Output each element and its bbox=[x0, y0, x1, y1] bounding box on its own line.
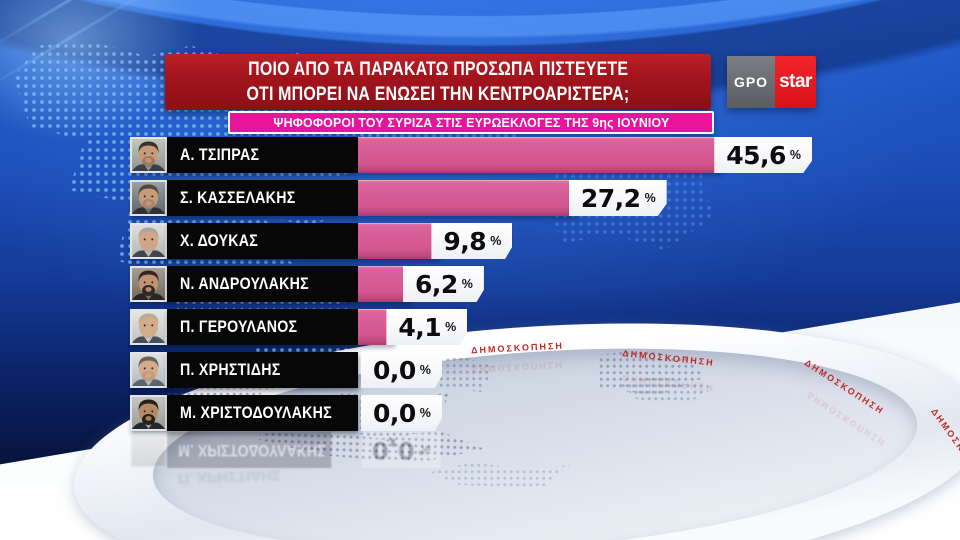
candidate-name-box: Σ. ΚΑΣΣΕΛΑΚΗΣ bbox=[167, 180, 358, 216]
poll-results-chart: Α. ΤΣΙΠΡΑΣ 45,6% Σ. ΚΑΣΣΕΛΑΚΗΣ 27,2% bbox=[130, 137, 950, 438]
result-value: 0,0 bbox=[373, 398, 416, 428]
result-value: 45,6 bbox=[726, 140, 786, 170]
percent-sign: % bbox=[419, 406, 431, 420]
candidate-name: Ν. ΑΝΔΡΟΥΛΑΚΗΣ bbox=[180, 274, 309, 293]
result-bar bbox=[358, 223, 440, 259]
result-value: 0,0 bbox=[373, 355, 416, 385]
result-bar bbox=[358, 137, 723, 173]
reflected-photo bbox=[130, 434, 167, 468]
candidate-name-box: Χ. ΔΟΥΚΑΣ bbox=[167, 223, 358, 259]
result-value-box: 9,8% bbox=[431, 223, 513, 259]
result-value: 9,8 bbox=[443, 226, 487, 256]
candidate-face-icon bbox=[132, 356, 165, 386]
candidate-face-icon bbox=[132, 399, 165, 429]
result-bar bbox=[358, 266, 411, 302]
candidate-photo bbox=[130, 266, 167, 302]
candidate-name-box: Π. ΓΕΡΟΥΛΑΝΟΣ bbox=[167, 309, 358, 345]
poll-row: Σ. ΚΑΣΣΕΛΑΚΗΣ 27,2% bbox=[130, 180, 950, 216]
result-value-box: 45,6% bbox=[714, 137, 813, 173]
candidate-photo bbox=[130, 309, 167, 345]
percent-sign: % bbox=[644, 191, 656, 205]
channel-logos: GPO star bbox=[727, 56, 816, 108]
candidate-face-icon bbox=[132, 270, 165, 300]
result-bar bbox=[358, 180, 577, 216]
candidate-name: Α. ΤΣΙΠΡΑΣ bbox=[180, 145, 260, 164]
poll-row: Χ. ΔΟΥΚΑΣ 9,8% bbox=[130, 223, 950, 259]
candidate-name: Σ. ΚΑΣΣΕΛΑΚΗΣ bbox=[180, 188, 296, 207]
percent-sign: % bbox=[789, 148, 802, 162]
subtitle-banner: ΨΗΦΟΦΟΡΟΙ ΤΟΥ ΣΥΡΙΖΑ ΣΤΙΣ ΕΥΡΩΕΚΛΟΓΕΣ ΤΗ… bbox=[228, 111, 714, 134]
poll-row: Π. ΧΡΗΣΤΙΔΗΣ 0,0% bbox=[130, 352, 950, 388]
result-value: 4,1 bbox=[398, 312, 442, 342]
percent-sign: % bbox=[445, 320, 457, 334]
candidate-face-icon bbox=[132, 141, 165, 171]
result-value-box: 27,2% bbox=[568, 180, 667, 216]
result-value-box: 6,2% bbox=[402, 266, 484, 302]
candidate-face-icon bbox=[132, 184, 165, 214]
candidate-name: Π. ΧΡΗΣΤΙΔΗΣ bbox=[180, 360, 281, 379]
candidate-name: Π. ΓΕΡΟΥΛΑΝΟΣ bbox=[180, 317, 298, 336]
candidate-face-icon bbox=[132, 227, 165, 257]
question-line-2: ΟΤΙ ΜΠΟΡΕΙ ΝΑ ΕΝΩΣΕΙ ΤΗΝ ΚΕΝΤΡΟΑΡΙΣΤΕΡΑ; bbox=[246, 84, 630, 105]
candidate-photo bbox=[130, 180, 167, 216]
candidate-name: Μ. ΧΡΙΣΤΟΔΟΥΛΑΚΗΣ bbox=[180, 403, 332, 422]
result-value: 6,2 bbox=[414, 269, 458, 299]
candidate-name-box: Π. ΧΡΗΣΤΙΔΗΣ bbox=[167, 352, 358, 388]
candidate-photo bbox=[130, 137, 167, 173]
poll-row: Μ. ΧΡΙΣΤΟΔΟΥΛΑΚΗΣ 0,0% bbox=[130, 395, 950, 431]
candidate-name-box: Α. ΤΣΙΠΡΑΣ bbox=[167, 137, 358, 173]
subtitle-text: ΨΗΦΟΦΟΡΟΙ ΤΟΥ ΣΥΡΙΖΑ ΣΤΙΣ ΕΥΡΩΕΚΛΟΓΕΣ ΤΗ… bbox=[272, 115, 670, 130]
percent-sign: % bbox=[419, 363, 431, 377]
gpo-logo: GPO bbox=[727, 56, 775, 108]
question-banner: ΠΟΙΟ ΑΠΟ ΤΑ ΠΑΡΑΚΑΤΩ ΠΡΟΣΩΠΑ ΠΙΣΤΕΥΕΤΕ Ο… bbox=[165, 54, 711, 110]
poll-row: Α. ΤΣΙΠΡΑΣ 45,6% bbox=[130, 137, 950, 173]
percent-sign: % bbox=[461, 277, 473, 291]
poll-row: Π. ΓΕΡΟΥΛΑΝΟΣ 4,1% bbox=[130, 309, 950, 345]
candidate-face-icon bbox=[132, 313, 165, 343]
percent-sign: % bbox=[490, 234, 502, 248]
candidate-photo bbox=[130, 223, 167, 259]
candidate-photo bbox=[130, 352, 167, 388]
poll-row: Ν. ΑΝΔΡΟΥΛΑΚΗΣ 6,2% bbox=[130, 266, 950, 302]
result-value-box: 0,0% bbox=[361, 395, 442, 431]
candidate-name-box: Ν. ΑΝΔΡΟΥΛΑΚΗΣ bbox=[167, 266, 358, 302]
question-line-1: ΠΟΙΟ ΑΠΟ ΤΑ ΠΑΡΑΚΑΤΩ ΠΡΟΣΩΠΑ ΠΙΣΤΕΥΕΤΕ bbox=[248, 59, 628, 80]
row-reflection-faint: Π. ΧΡΗΣΤΙΔΗΣ bbox=[177, 466, 282, 487]
candidate-photo bbox=[130, 395, 167, 431]
result-value: 27,2 bbox=[580, 183, 641, 213]
star-channel-logo: star bbox=[775, 56, 816, 108]
candidate-name: Χ. ΔΟΥΚΑΣ bbox=[180, 231, 259, 250]
result-value-box: 4,1% bbox=[386, 309, 468, 345]
candidate-name-box: Μ. ΧΡΙΣΤΟΔΟΥΛΑΚΗΣ bbox=[167, 395, 358, 431]
result-value-box: 0,0% bbox=[361, 352, 442, 388]
